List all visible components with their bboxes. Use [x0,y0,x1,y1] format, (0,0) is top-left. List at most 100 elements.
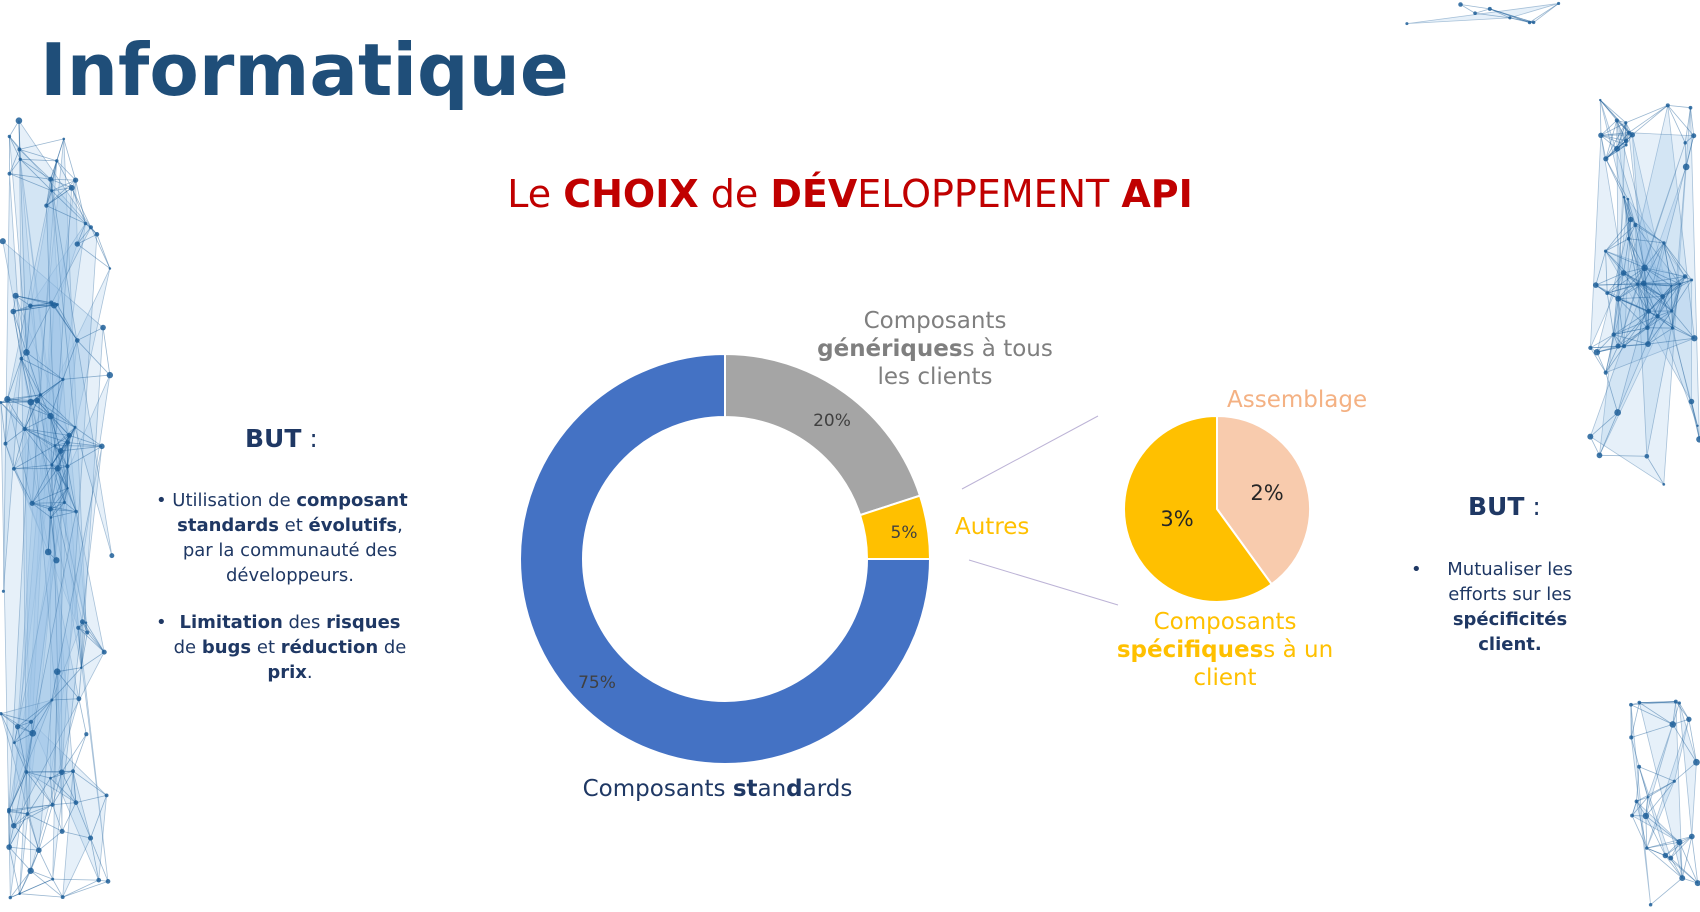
network-edge [75,180,86,224]
network-edge [1616,120,1630,133]
network-polygon [1595,284,1658,317]
network-edge [1647,316,1658,345]
network-node [1679,875,1686,882]
network-edge [21,358,38,401]
network-edge [1625,132,1630,146]
network-edge [1637,283,1658,317]
network-node [1592,282,1599,288]
network-edge [1644,267,1672,287]
network-edge [75,802,91,839]
network-edge [1691,401,1700,440]
network-edge [1636,801,1648,849]
network-edge [1644,267,1681,285]
network-node [96,877,102,883]
network-edge [1613,298,1619,335]
network-edge [1662,296,1673,312]
network-polygon [1638,701,1683,879]
network-polygon [1630,704,1652,905]
network-node [1662,241,1666,245]
network-edge [1600,135,1618,150]
network-edge [1637,283,1672,312]
network-edge [19,878,53,895]
network-edge [1657,296,1664,317]
network-polygon [62,771,91,898]
network-edge [1643,283,1658,317]
network-edge [32,502,65,504]
network-node [72,177,79,183]
network-node [1527,20,1532,25]
network-polygon [13,511,105,826]
network-edge [1606,293,1615,335]
network-edge [57,468,77,512]
network-edge [1489,8,1534,23]
network-polygon [1589,166,1687,486]
network-edge [1623,272,1649,312]
network-node [1596,452,1603,459]
network-edge [64,502,77,512]
network-node [1670,309,1674,313]
network-edge [1590,347,1607,373]
network-edge [30,870,63,898]
network-node [7,809,11,814]
network-polygon [1634,223,1681,457]
network-edge [80,632,88,668]
network-edge [1644,267,1686,277]
network-edge [8,804,53,811]
network-node [1670,326,1675,330]
network-edge [57,442,69,469]
network-node [1603,249,1608,253]
network-node [1629,132,1635,138]
network-node [1668,855,1674,861]
network-edge [1670,285,1674,329]
network-edge [60,450,68,489]
network-edge [1623,315,1658,347]
network-edge [52,770,74,805]
network-polygon [8,442,69,811]
network-edge [1613,310,1649,335]
network-node [104,793,109,798]
network-edge [1679,279,1692,285]
network-edge [61,771,77,803]
pie-slice-1 [1123,414,1274,603]
right-but-heading: BUT : [1468,492,1541,521]
network-edge [8,811,28,815]
network-polygon [1617,242,1672,413]
network-edge [46,187,72,206]
network-node [18,157,22,161]
network-edge [8,847,20,894]
network-node [1629,702,1633,707]
network-node [1682,163,1690,171]
network-node [1405,22,1409,26]
network-node [62,500,67,505]
network-edge [71,187,86,224]
network-edge [19,870,32,894]
network-node [1662,852,1669,859]
network-node [44,548,52,556]
network-node [1683,141,1687,145]
network-edge [20,158,51,180]
network-edge [1667,105,1695,137]
network-edge [1600,132,1629,136]
network-edge [8,771,27,811]
network-edge [1671,283,1680,287]
network-edge [24,428,70,436]
network-edge [8,846,31,872]
network-edge [26,352,64,380]
network-polygon [1616,122,1627,299]
network-edge [1631,796,1649,816]
network-edge [1643,283,1649,312]
network-edge [57,468,68,489]
network-edge [71,187,92,228]
network-node [1624,121,1628,125]
network-edge [67,445,103,467]
network-node [108,267,112,270]
network-edge [56,138,65,161]
network-edge [31,468,59,504]
network-edge [1623,197,1630,239]
donut-slice-0 [519,352,932,765]
network-node [1646,795,1649,799]
network-edge [1681,836,1693,879]
network-edge [14,742,27,773]
network-node [12,741,16,745]
network-edge [1643,283,1648,328]
